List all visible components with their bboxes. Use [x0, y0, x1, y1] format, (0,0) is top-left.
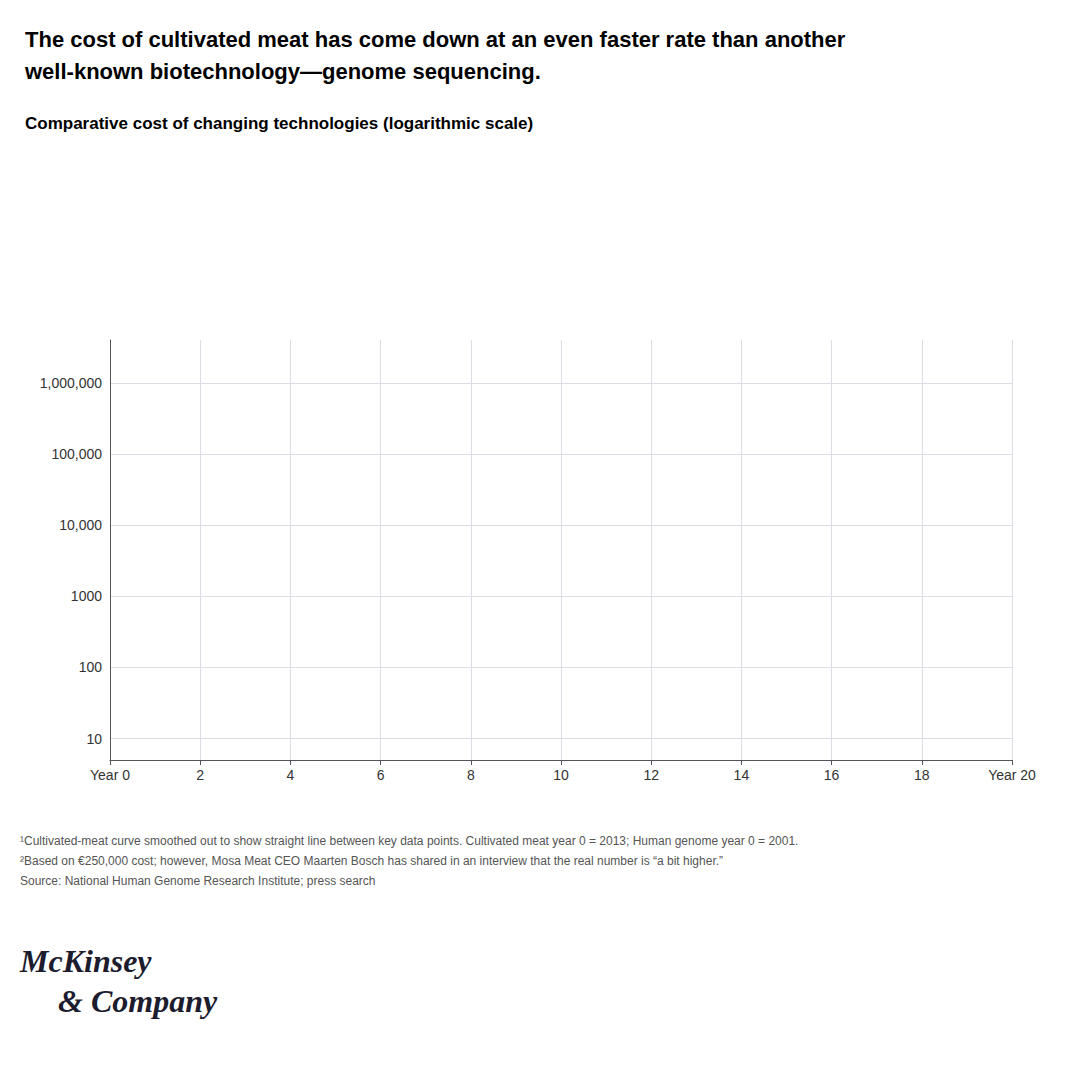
svg-text:10: 10	[86, 731, 102, 747]
svg-text:8: 8	[467, 767, 475, 783]
svg-text:4: 4	[287, 767, 295, 783]
svg-text:¹Cultivated-meat curve smoothe: ¹Cultivated-meat curve smoothed out to s…	[20, 834, 798, 848]
svg-text:18: 18	[914, 767, 930, 783]
svg-text:1,000,000: 1,000,000	[40, 375, 102, 391]
svg-text:16: 16	[824, 767, 840, 783]
svg-text:Comparative cost of changing t: Comparative cost of changing technologie…	[25, 114, 533, 133]
svg-text:²Based on €250,000 cost; howev: ²Based on €250,000 cost; however, Mosa M…	[20, 854, 723, 868]
svg-text:6: 6	[377, 767, 385, 783]
svg-text:14: 14	[734, 767, 750, 783]
svg-text:100,000: 100,000	[51, 446, 102, 462]
svg-text:& Company: & Company	[58, 983, 218, 1019]
svg-text:10: 10	[553, 767, 569, 783]
svg-text:10,000: 10,000	[59, 517, 102, 533]
svg-text:Source: National Human Genome: Source: National Human Genome Research I…	[20, 874, 376, 888]
svg-text:1000: 1000	[71, 588, 102, 604]
svg-text:12: 12	[643, 767, 659, 783]
svg-text:2: 2	[196, 767, 204, 783]
svg-text:100: 100	[79, 659, 103, 675]
svg-text:The cost of cultivated meat ha: The cost of cultivated meat has come dow…	[25, 27, 846, 52]
svg-text:McKinsey: McKinsey	[19, 943, 152, 979]
svg-text:Year 0: Year 0	[90, 767, 130, 783]
svg-text:well-known biotechnology—genom: well-known biotechnology—genome sequenci…	[24, 59, 541, 84]
svg-text:Year 20: Year 20	[988, 767, 1036, 783]
